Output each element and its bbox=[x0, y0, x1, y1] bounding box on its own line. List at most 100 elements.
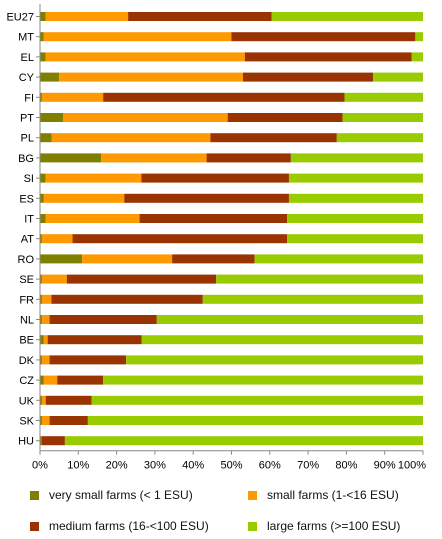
x-tick-label: 20% bbox=[106, 460, 128, 472]
category-label-pt: PT bbox=[20, 113, 34, 125]
bar-el-series-0 bbox=[40, 52, 46, 62]
category-label-es: ES bbox=[19, 193, 34, 205]
bar-bg-series-0 bbox=[40, 153, 102, 163]
bar-be-series-3 bbox=[141, 335, 423, 345]
bar-dk-series-2 bbox=[49, 355, 127, 365]
bar-si-series-1 bbox=[45, 173, 142, 183]
bar-pt-series-1 bbox=[62, 113, 228, 122]
bar-cz-series-0 bbox=[40, 375, 44, 385]
bars-layer bbox=[40, 12, 424, 446]
bar-bg-series-3 bbox=[290, 153, 423, 163]
bar-at-series-1 bbox=[41, 234, 73, 244]
bar-fi-series-1 bbox=[41, 92, 104, 102]
bar-es-series-0 bbox=[40, 193, 44, 203]
bar-es-series-1 bbox=[43, 193, 125, 203]
bar-pt-series-0 bbox=[40, 113, 63, 122]
bar-nl-series-0 bbox=[40, 315, 42, 324]
category-label-fr: FR bbox=[19, 294, 34, 306]
bar-nl-series-1 bbox=[41, 315, 50, 324]
bar-cz-series-1 bbox=[43, 375, 58, 385]
bar-bg-series-2 bbox=[206, 153, 291, 163]
bar-fr-series-0 bbox=[40, 294, 42, 304]
bar-es-series-2 bbox=[124, 193, 289, 203]
bar-fr-series-1 bbox=[41, 294, 52, 304]
bar-sk-series-2 bbox=[49, 416, 88, 425]
bar-cz-series-2 bbox=[57, 375, 104, 385]
bar-it-series-2 bbox=[139, 214, 288, 223]
category-label-be: BE bbox=[19, 335, 34, 347]
bar-eu27-series-1 bbox=[45, 12, 129, 21]
bar-el-series-3 bbox=[411, 52, 423, 62]
bar-pl-series-1 bbox=[51, 133, 211, 143]
bar-mt-series-3 bbox=[415, 32, 423, 42]
bar-be-series-2 bbox=[47, 335, 142, 345]
bar-fr-series-3 bbox=[202, 294, 423, 304]
bar-hu-series-0 bbox=[40, 436, 42, 446]
category-label-nl: NL bbox=[20, 315, 34, 327]
x-tick-label: 90% bbox=[374, 460, 396, 472]
bar-dk-series-1 bbox=[41, 355, 50, 365]
legend-item-large: large farms (>=100 ESU) bbox=[248, 519, 400, 533]
bar-fr-series-2 bbox=[51, 294, 203, 304]
bar-el-series-1 bbox=[45, 52, 245, 62]
bar-bg-series-1 bbox=[101, 153, 207, 163]
category-label-cz: CZ bbox=[19, 375, 34, 387]
bar-at-series-0 bbox=[40, 234, 42, 244]
category-label-el: EL bbox=[21, 52, 34, 64]
bar-pl-series-0 bbox=[40, 133, 52, 143]
bar-uk-series-1 bbox=[41, 395, 46, 405]
bar-cz-series-3 bbox=[103, 375, 423, 385]
legend-label: very small farms (< 1 ESU) bbox=[49, 488, 193, 502]
category-label-eu27: EU27 bbox=[6, 12, 34, 24]
category-label-se: SE bbox=[19, 274, 34, 286]
x-tick-label: 30% bbox=[144, 460, 166, 472]
bar-cy-series-2 bbox=[242, 72, 374, 82]
bar-eu27-series-2 bbox=[128, 12, 272, 21]
bar-se-series-3 bbox=[216, 274, 423, 284]
bar-nl-series-2 bbox=[49, 315, 157, 324]
legend-item-medium: medium farms (16-<100 ESU) bbox=[30, 519, 209, 533]
bar-eu27-series-3 bbox=[271, 12, 423, 21]
legend-item-very-small: very small farms (< 1 ESU) bbox=[30, 488, 193, 502]
bar-uk-series-0 bbox=[40, 395, 42, 405]
x-tick-label: 0% bbox=[32, 460, 48, 472]
bar-se-series-0 bbox=[40, 274, 42, 284]
bar-ro-series-2 bbox=[172, 254, 255, 264]
bar-fi-series-2 bbox=[103, 92, 345, 102]
category-label-fi: FI bbox=[24, 92, 34, 104]
bar-ro-series-3 bbox=[254, 254, 423, 264]
bar-mt-series-1 bbox=[43, 32, 232, 42]
category-label-ro: RO bbox=[18, 254, 35, 266]
bar-fi-series-0 bbox=[40, 92, 42, 102]
bar-sk-series-3 bbox=[87, 416, 423, 425]
bar-sk-series-1 bbox=[41, 416, 50, 425]
bar-hu-series-2 bbox=[41, 436, 65, 446]
legend-label: small farms (1-<16 ESU) bbox=[267, 488, 399, 502]
x-tick-label: 60% bbox=[259, 460, 281, 472]
bar-el-series-2 bbox=[244, 52, 412, 62]
bar-it-series-1 bbox=[45, 214, 140, 223]
bar-it-series-0 bbox=[40, 214, 46, 223]
bar-pt-series-3 bbox=[342, 113, 423, 122]
category-label-sk: SK bbox=[19, 416, 34, 428]
category-label-mt: MT bbox=[18, 32, 34, 44]
bar-si-series-2 bbox=[141, 173, 289, 183]
bar-dk-series-0 bbox=[40, 355, 42, 365]
category-label-it: IT bbox=[24, 214, 34, 226]
category-label-at: AT bbox=[21, 234, 35, 246]
legend-item-small: small farms (1-<16 ESU) bbox=[248, 488, 399, 502]
bar-si-series-0 bbox=[40, 173, 46, 183]
bar-si-series-3 bbox=[288, 173, 423, 183]
stacked-bar-chart: EU27 MT EL CY FI PT PL BG SI ES IT AT RO SE FR NL BE DK CZ… bbox=[6, 4, 426, 472]
bar-fi-series-3 bbox=[344, 92, 423, 102]
category-label-bg: BG bbox=[18, 153, 34, 165]
bar-mt-series-0 bbox=[40, 32, 44, 42]
bar-at-series-2 bbox=[72, 234, 288, 244]
category-label-cy: CY bbox=[19, 72, 35, 84]
x-tick-label: 10% bbox=[67, 460, 89, 472]
x-tick-label: 70% bbox=[297, 460, 319, 472]
category-label-pl: PL bbox=[21, 133, 34, 145]
bar-eu27-series-0 bbox=[40, 12, 46, 21]
x-tick-label: 100% bbox=[398, 460, 426, 472]
bar-sk-series-0 bbox=[40, 416, 42, 425]
